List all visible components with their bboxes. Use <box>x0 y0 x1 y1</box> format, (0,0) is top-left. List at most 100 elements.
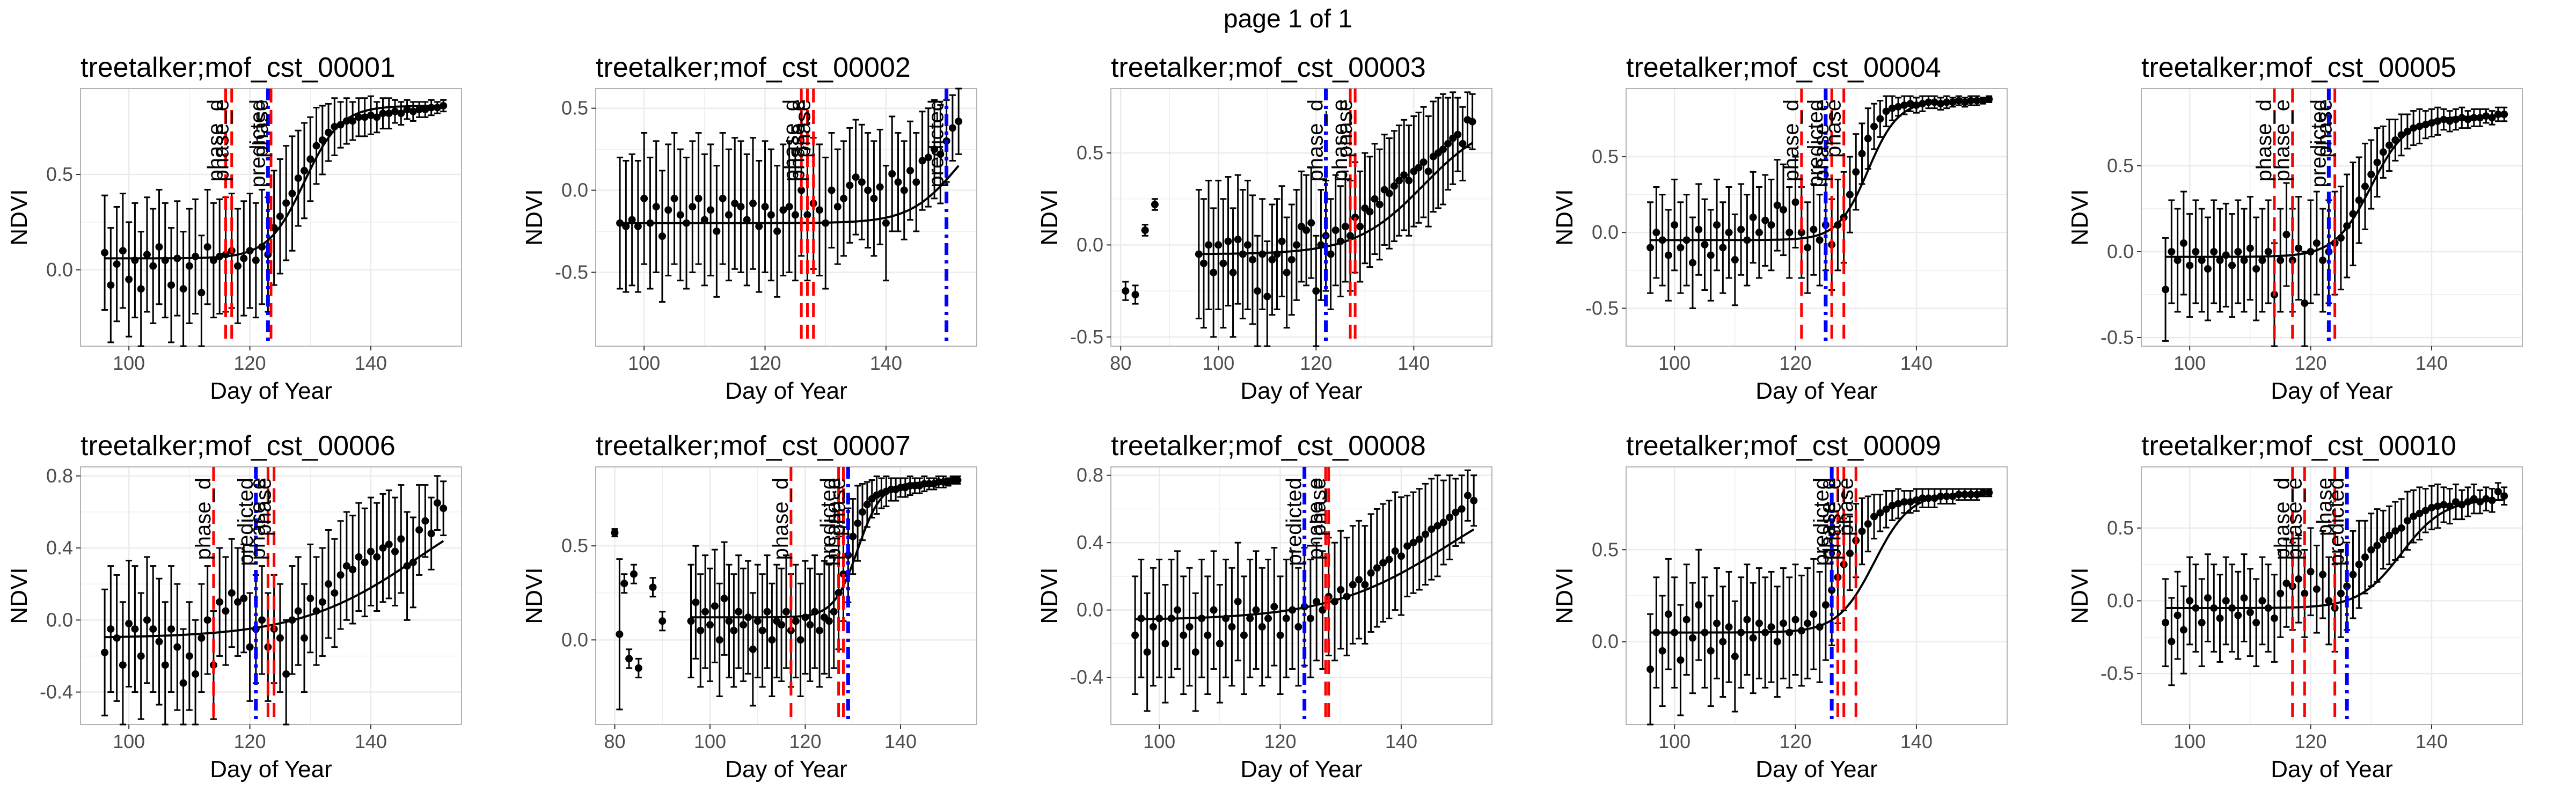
data-point <box>1664 610 1672 618</box>
data-point <box>391 547 399 555</box>
fitted-curve <box>105 105 444 260</box>
data-point <box>143 251 151 259</box>
data-point <box>763 608 771 616</box>
data-point <box>1439 518 1447 526</box>
data-point <box>2434 502 2442 510</box>
facet-panel: treetalker;mof_cst_00007 80 100 120 140 0.0 0.… <box>521 430 977 782</box>
data-point <box>1652 229 1660 237</box>
data-point <box>724 211 733 219</box>
vline-label: predicted <box>1810 478 1833 566</box>
data-point <box>433 499 441 507</box>
data-point <box>2198 257 2206 264</box>
data-point <box>815 206 823 214</box>
data-point <box>349 566 357 574</box>
data-point <box>1397 552 1405 560</box>
data-point <box>427 530 435 538</box>
data-point <box>1214 241 1223 249</box>
data-point <box>1180 631 1188 639</box>
panel-title: treetalker;mof_cst_00009 <box>1626 430 1941 462</box>
data-point <box>1428 525 1436 533</box>
data-point <box>1229 268 1237 276</box>
data-point <box>2246 244 2254 252</box>
data-point <box>1743 616 1751 624</box>
data-point <box>282 199 290 207</box>
panel-border <box>80 466 462 725</box>
x-tick-label: 140 <box>355 730 387 752</box>
data-point <box>1688 259 1696 267</box>
data-point <box>1725 623 1733 631</box>
data-point <box>2391 527 2399 535</box>
data-point <box>1767 623 1775 631</box>
data-point <box>2252 265 2260 273</box>
x-tick-label: 100 <box>694 730 726 752</box>
data-point <box>403 106 411 114</box>
data-point <box>1210 606 1218 614</box>
data-point <box>1846 550 1854 558</box>
data-point <box>2282 579 2290 587</box>
facet-panel: treetalker;mof_cst_00006 100 120 140 -0.4 0.0… <box>6 430 462 782</box>
data-point <box>1791 198 1799 206</box>
data-point <box>185 262 193 270</box>
data-point <box>894 178 902 186</box>
data-point <box>768 636 776 644</box>
data-point <box>1810 225 1818 233</box>
vline-label: phase_d <box>1780 99 1803 181</box>
data-point <box>119 661 127 669</box>
data-point <box>779 206 787 214</box>
facet-panel: treetalker;mof_cst_00008 100 120 140 -0.4 0.0… <box>1036 430 1492 782</box>
data-point <box>440 504 448 513</box>
data-point <box>1701 240 1709 248</box>
data-point <box>840 194 848 202</box>
data-point <box>385 540 393 548</box>
data-point <box>2179 239 2187 247</box>
vline-label: predicted <box>925 99 948 188</box>
data-point <box>1400 171 1408 179</box>
data-point <box>336 571 345 579</box>
data-point <box>1278 237 1286 245</box>
data-point <box>2416 509 2424 517</box>
data-point <box>1446 514 1454 522</box>
data-point <box>1390 182 1398 190</box>
data-point <box>630 570 638 578</box>
data-point <box>1707 251 1715 259</box>
data-point <box>825 617 833 625</box>
data-point <box>2270 614 2278 623</box>
data-point <box>2312 585 2321 593</box>
y-axis-label: NDVI <box>1036 567 1063 624</box>
data-point <box>2410 513 2418 521</box>
data-point <box>421 517 429 525</box>
data-point <box>936 150 945 158</box>
data-point <box>294 607 302 615</box>
x-tick-label: 120 <box>789 730 821 752</box>
data-point <box>2421 507 2429 515</box>
data-point <box>1454 130 1462 138</box>
data-point <box>778 621 786 629</box>
x-tick-label: 120 <box>2295 352 2327 374</box>
data-point <box>2385 531 2394 539</box>
data-point <box>373 553 381 561</box>
data-point <box>2258 257 2266 264</box>
data-point <box>397 109 405 118</box>
data-point <box>2427 503 2435 511</box>
data-point <box>258 616 266 624</box>
data-point <box>1254 287 1262 295</box>
vline-label: phase <box>792 99 815 158</box>
data-point <box>859 508 866 516</box>
data-point <box>1185 623 1194 631</box>
y-axis-label: NDVI <box>521 567 547 624</box>
data-point <box>137 285 145 293</box>
y-tick-label: 0.4 <box>1077 531 1103 553</box>
data-point <box>2452 498 2460 506</box>
x-axis-label: Day of Year <box>725 756 847 782</box>
data-point <box>173 643 181 651</box>
vline-label: phase_e <box>2271 99 2294 181</box>
vline-label: phase <box>2313 99 2337 158</box>
data-point <box>1294 623 1302 631</box>
data-point <box>1900 498 1908 506</box>
data-point <box>1199 259 1208 267</box>
y-tick-label: 0.5 <box>2107 155 2134 177</box>
x-tick-label: 140 <box>1397 352 1430 374</box>
data-point <box>1695 225 1703 233</box>
data-point <box>1804 619 1812 627</box>
data-point <box>2240 257 2248 264</box>
